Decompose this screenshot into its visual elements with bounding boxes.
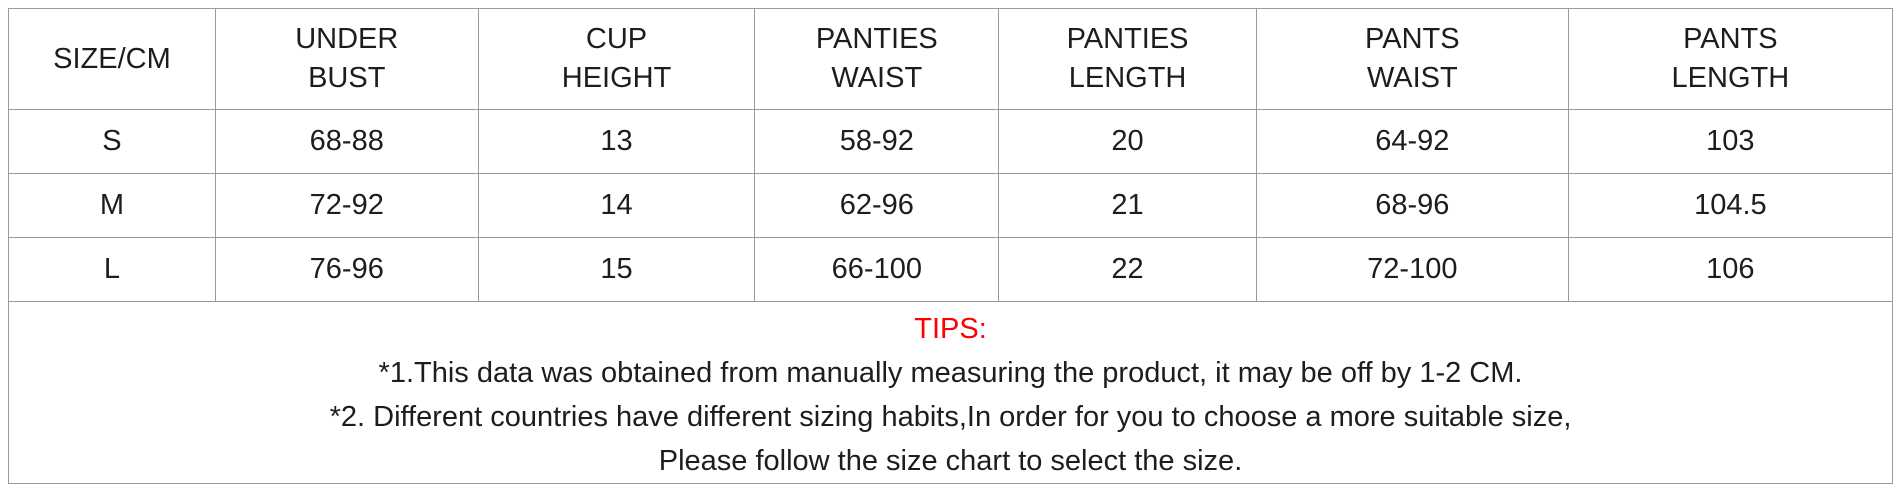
col-header-pants-waist: PANTS WAIST (1255, 8, 1569, 110)
cell-panties-length: 22 (998, 237, 1257, 302)
col-header-under-bust: UNDER BUST (214, 8, 479, 110)
cell-panties-length: 20 (998, 109, 1257, 174)
cell-panties-waist: 62-96 (754, 173, 1000, 238)
col-header-pants-length: PANTS LENGTH (1567, 8, 1894, 110)
cell-panties-length: 21 (998, 173, 1257, 238)
cell-pants-length: 106 (1567, 237, 1894, 302)
size-row-s: S 68-88 13 58-92 20 64-92 103 (8, 109, 1894, 174)
col-header-size-cm: SIZE/CM (8, 8, 216, 110)
cell-pants-length: 103 (1567, 109, 1894, 174)
cell-panties-waist: 58-92 (754, 109, 1000, 174)
cell-pants-waist: 64-92 (1255, 109, 1569, 174)
size-label: S (8, 109, 216, 174)
size-label: M (8, 173, 216, 238)
col-header-cup-height: CUP HEIGHT (477, 8, 756, 110)
col-header-panties-waist: PANTIES WAIST (754, 8, 1000, 110)
cell-cup-height: 14 (477, 173, 756, 238)
col-header-panties-length: PANTIES LENGTH (998, 8, 1257, 110)
size-chart-sheet: SIZE/CM UNDER BUST CUP HEIGHT PANTIES WA… (8, 8, 1894, 484)
tips-note-1: *1.This data was obtained from manually … (378, 357, 1523, 389)
tips-title: TIPS: (914, 313, 987, 345)
cell-under-bust: 76-96 (214, 237, 479, 302)
size-chart-table: SIZE/CM UNDER BUST CUP HEIGHT PANTIES WA… (8, 8, 1894, 484)
cell-cup-height: 13 (477, 109, 756, 174)
tips-note-2: *2. Different countries have different s… (329, 401, 1572, 433)
header-row: SIZE/CM UNDER BUST CUP HEIGHT PANTIES WA… (8, 8, 1894, 110)
cell-under-bust: 72-92 (214, 173, 479, 238)
cell-pants-waist: 72-100 (1255, 237, 1569, 302)
size-row-m: M 72-92 14 62-96 21 68-96 104.5 (8, 173, 1894, 238)
cell-pants-length: 104.5 (1567, 173, 1894, 238)
size-row-l: L 76-96 15 66-100 22 72-100 106 (8, 237, 1894, 302)
cell-pants-waist: 68-96 (1255, 173, 1569, 238)
tips-cell: TIPS: *1.This data was obtained from man… (8, 301, 1893, 484)
cell-panties-waist: 66-100 (754, 237, 1000, 302)
cell-cup-height: 15 (477, 237, 756, 302)
cell-under-bust: 68-88 (214, 109, 479, 174)
size-label: L (8, 237, 216, 302)
tips-note-3: Please follow the size chart to select t… (658, 445, 1243, 477)
tips-row: TIPS: *1.This data was obtained from man… (8, 301, 1893, 484)
